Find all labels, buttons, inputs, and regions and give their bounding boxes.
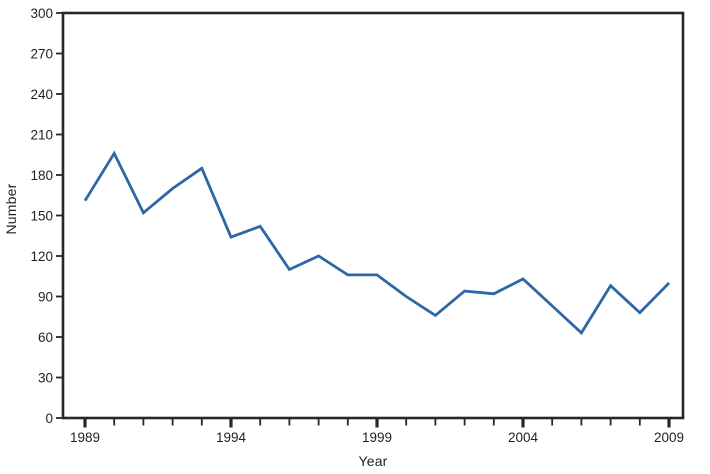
y-axis-tick-label: 150 xyxy=(30,208,53,223)
y-axis-tick-label: 120 xyxy=(30,249,53,264)
x-axis-tick-label: 2009 xyxy=(654,430,684,445)
y-axis-title: Number xyxy=(3,183,19,235)
x-axis-tick-label: 2004 xyxy=(508,430,539,445)
plot-frame xyxy=(61,11,685,420)
x-axis-tick-label: 1989 xyxy=(70,430,100,445)
data-line-number xyxy=(83,150,670,336)
y-axis-tick-label: 300 xyxy=(30,6,53,21)
x-axis-tick-label: 1994 xyxy=(216,430,247,445)
y-axis-tick-label: 240 xyxy=(30,87,53,102)
y-axis-tick-label: 270 xyxy=(30,46,53,61)
y-axis-tick-label: 60 xyxy=(38,330,53,345)
y-axis-tick-label: 90 xyxy=(38,289,53,304)
y-axis-tick-label: 0 xyxy=(45,411,53,426)
y-axis-tick-label: 180 xyxy=(30,168,53,183)
y-axis-tick-label: 210 xyxy=(30,127,53,142)
x-axis-tick-label: 1999 xyxy=(362,430,392,445)
y-axis-tick-label: 30 xyxy=(38,370,53,385)
x-axis-title: Year xyxy=(358,453,388,469)
